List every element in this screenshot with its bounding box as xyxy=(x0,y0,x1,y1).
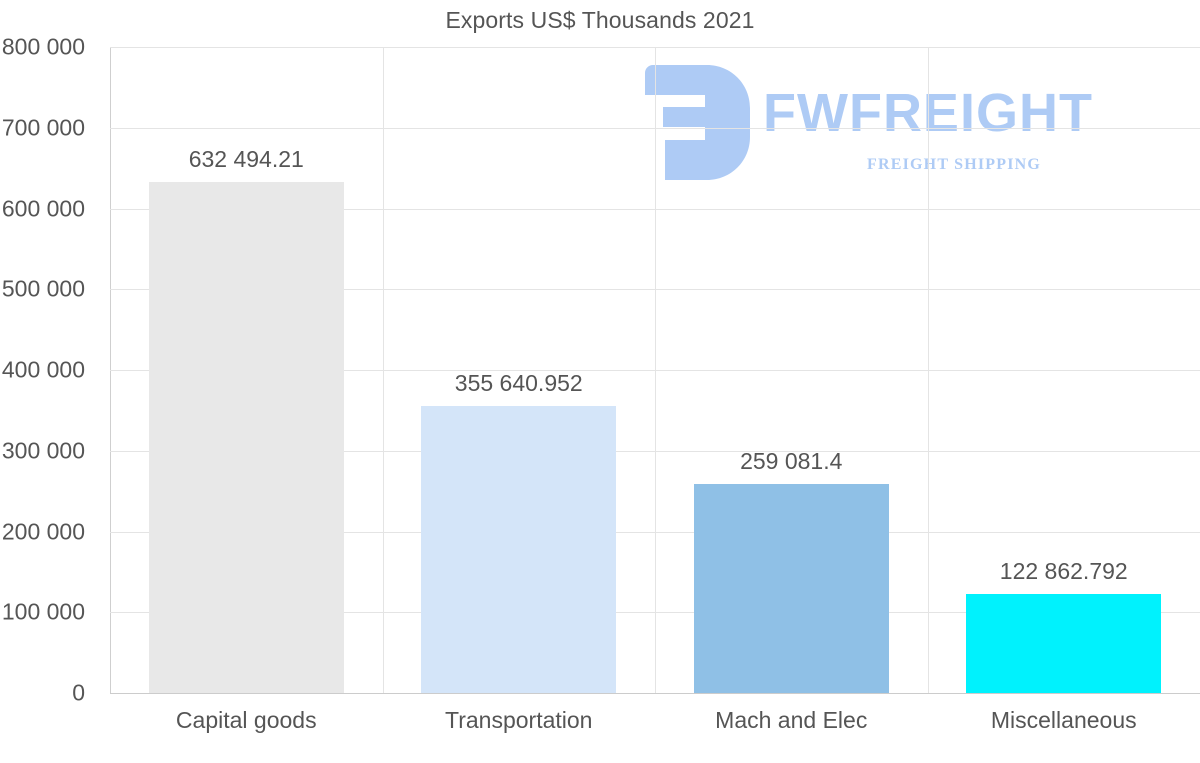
y-axis-tick-label: 700 000 xyxy=(1,114,85,141)
chart-title: Exports US$ Thousands 2021 xyxy=(445,7,755,33)
y-axis-tick-label: 100 000 xyxy=(1,598,85,625)
gridline-y xyxy=(110,693,1200,694)
bar-value-label: 122 862.792 xyxy=(999,557,1128,584)
x-axis-tick-label: Capital goods xyxy=(175,707,317,733)
bar[interactable] xyxy=(966,593,1162,693)
bar[interactable] xyxy=(421,405,617,693)
y-axis-tick-label: 400 000 xyxy=(1,356,85,383)
x-axis-tick-label: Mach and Elec xyxy=(715,707,868,733)
bar[interactable] xyxy=(148,182,344,693)
gridline-x xyxy=(382,47,384,693)
y-axis-tick-label: 0 xyxy=(72,679,85,706)
plot-area xyxy=(110,47,1200,694)
x-axis-tick-label: Transportation xyxy=(445,707,593,733)
x-axis-tick-label: Miscellaneous xyxy=(990,707,1137,733)
gridline-x xyxy=(927,47,929,693)
y-axis-tick-label: 800 000 xyxy=(1,33,85,60)
y-axis-tick-label: 200 000 xyxy=(1,518,85,544)
bar-value-label: 632 494.21 xyxy=(188,146,304,173)
bar[interactable] xyxy=(693,483,889,693)
y-axis-tick-label: 500 000 xyxy=(1,275,85,302)
y-axis-tick-label: 300 000 xyxy=(1,437,85,464)
y-axis-tick-label: 600 000 xyxy=(1,195,85,221)
gridline-x xyxy=(655,47,656,693)
bar-value-label: 259 081.4 xyxy=(740,447,843,474)
bar-value-label: 355 640.952 xyxy=(454,369,583,396)
